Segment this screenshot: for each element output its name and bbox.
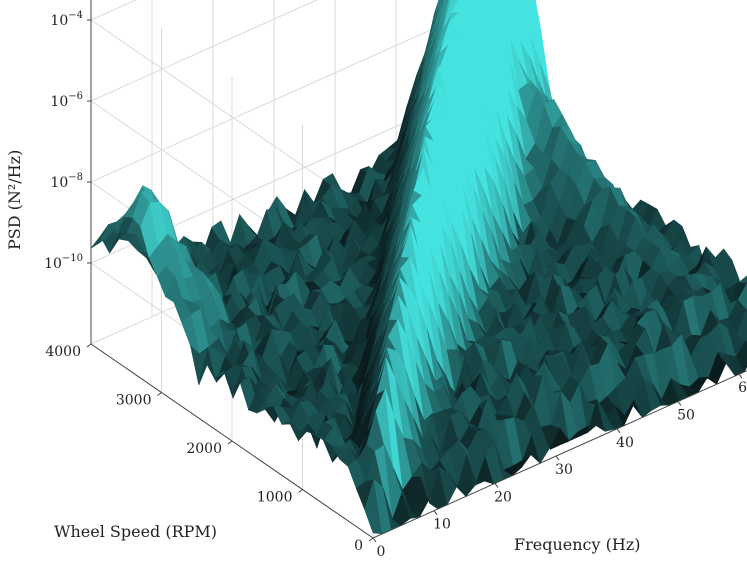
x-tick-mark — [616, 428, 621, 434]
surface-patch — [737, 282, 747, 312]
x-tick-label: 30 — [555, 462, 573, 478]
y-tick-label: 1000 — [257, 490, 293, 506]
axes-layer: 0 10 20 30 40 50 60 0 1000 2000 3000 4000 10−10 10−8 1… — [44, 0, 747, 560]
surface-patch — [445, 0, 450, 14]
z-tick-label: 10−6 — [50, 91, 83, 110]
y-tick-mark — [157, 392, 162, 396]
surface-patch — [440, 0, 445, 9]
x-tick-label: 40 — [616, 435, 634, 451]
surface-patch — [433, 0, 441, 22]
y-tick-label: 0 — [354, 538, 363, 554]
y-tick-label: 3000 — [116, 393, 152, 409]
y-tick-mark — [86, 343, 92, 348]
y-tick-mark — [368, 537, 374, 542]
x-tick-mark — [677, 401, 682, 406]
x-tick-mark — [433, 510, 438, 516]
surface-layer — [90, 0, 747, 535]
x-tick-mark — [738, 373, 743, 379]
x-tick-label: 50 — [677, 408, 695, 424]
z-axis-label-text: PSD (N²/Hz) — [5, 150, 24, 250]
x-axis-line — [372, 370, 747, 539]
z-tick-label: 10−8 — [50, 172, 83, 191]
y-tick-mark — [227, 440, 233, 445]
x-tick-mark — [494, 483, 499, 488]
z-tick-label: 10−4 — [50, 10, 83, 29]
x-tick-label: 0 — [377, 544, 386, 560]
surface-patch — [434, 0, 441, 13]
surface-patch — [738, 275, 747, 283]
y-tick-mark — [298, 489, 303, 493]
y-tick-label: 2000 — [186, 441, 222, 457]
x-tick-label: 10 — [433, 517, 451, 533]
x-tick-mark — [555, 455, 560, 461]
z-axis-label: PSD (N²/Hz) — [5, 150, 24, 250]
x-axis-label: Frequency (Hz) — [514, 535, 641, 554]
x-tick-mark — [372, 537, 377, 543]
grid-line — [90, 0, 318, 102]
x-tick-label: 60 — [738, 380, 747, 396]
z-tick-label: 10−10 — [44, 253, 83, 272]
y-axis-label: Wheel Speed (RPM) — [54, 522, 217, 541]
x-tick-label: 20 — [494, 489, 512, 505]
y-tick-label: 4000 — [45, 344, 81, 360]
